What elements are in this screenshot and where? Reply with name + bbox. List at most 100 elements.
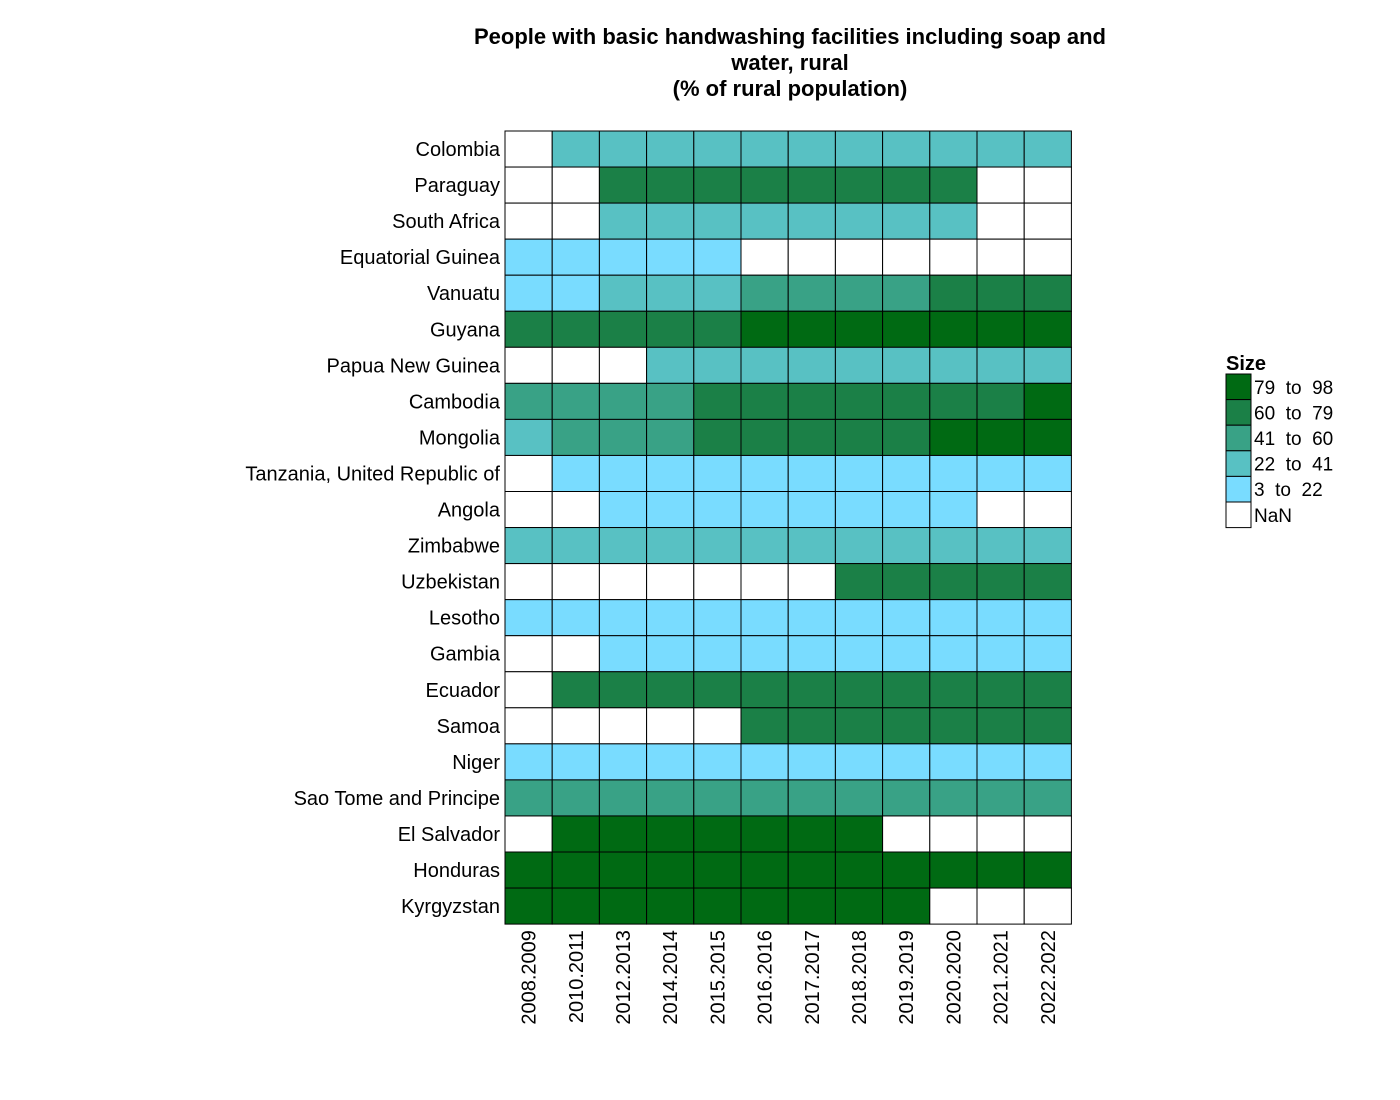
heatmap-cell-niger-2018-2018 [834, 743, 884, 781]
heatmap-cell-kyrgyzstan-2020-2020 [929, 887, 978, 925]
heatmap-cell-paraguay-2015-2015 [693, 166, 742, 204]
heatmap-cell-tanzania-united-republic-of-2020-2020 [929, 454, 978, 493]
y-tick-label-equatorial-guinea: Equatorial Guinea [340, 247, 501, 269]
legend-swatch-41-to-60 [1225, 424, 1252, 452]
heatmap-cell-south-africa-2018-2018 [834, 202, 884, 240]
legend: Size 79 to 98 60 to 79 41 to 60 22 to 41 3 t… [1225, 353, 1333, 529]
heatmap-cell-sao-tome-and-principe-2018-2018 [834, 779, 884, 817]
heatmap-cell-zimbabwe-2010-2011 [551, 527, 600, 565]
heatmap-cell-ecuador-2018-2018 [834, 671, 884, 709]
heatmap-cell-lesotho-2019-2019 [882, 599, 931, 637]
heatmap-cell-equatorial-guinea-2010-2011 [551, 238, 600, 276]
heatmap-cell-gambia-2019-2019 [882, 635, 931, 673]
heatmap-cell-angola-2010-2011 [551, 491, 600, 529]
heatmap-cell-honduras-2014-2014 [646, 851, 695, 889]
heatmap-cell-lesotho-2020-2020 [929, 599, 978, 637]
y-tick-label-vanuatu: Vanuatu [427, 283, 500, 305]
legend-swatch-60-to-79 [1225, 399, 1252, 426]
heatmap-cell-vanuatu-2017-2017 [787, 274, 836, 312]
heatmap-cell-cambodia-2016-2016 [740, 382, 789, 420]
heatmap-cell-vanuatu-2008-2009 [504, 274, 553, 312]
heatmap-cell-gambia-2010-2011 [551, 635, 600, 673]
legend-swatch-nan [1225, 501, 1252, 529]
heatmap-cell-lesotho-2021-2021 [976, 599, 1025, 637]
heatmap-cell-cambodia-2021-2021 [976, 382, 1025, 420]
heatmap-cell-colombia-2017-2017 [787, 130, 836, 168]
chart-title-line-3: (% of rural population) [673, 76, 908, 101]
heatmap-cell-gambia-2018-2018 [834, 635, 884, 673]
heatmap-cell-paraguay-2022-2022 [1023, 166, 1072, 204]
heatmap-cell-zimbabwe-2017-2017 [787, 527, 836, 565]
heatmap-cell-niger-2010-2011 [551, 743, 600, 781]
heatmap-cell-honduras-2012-2013 [598, 851, 648, 889]
heatmap-cell-colombia-2012-2013 [598, 130, 648, 168]
x-tick-label-2008-2009: 2008.2009 [519, 930, 541, 1025]
heatmap-cell-niger-2012-2013 [598, 743, 648, 781]
heatmap-cell-papua-new-guinea-2016-2016 [740, 346, 789, 384]
heatmap-cell-zimbabwe-2016-2016 [740, 527, 789, 565]
heatmap-cell-mongolia-2019-2019 [882, 418, 931, 456]
heatmap-cell-equatorial-guinea-2016-2016 [740, 238, 789, 276]
heatmap-cell-el-salvador-2020-2020 [929, 815, 978, 853]
heatmap-cell-papua-new-guinea-2019-2019 [882, 346, 931, 384]
heatmap-cell-kyrgyzstan-2021-2021 [976, 887, 1025, 925]
heatmap-cell-guyana-2014-2014 [646, 310, 695, 348]
heatmap-cell-ecuador-2012-2013 [598, 671, 648, 709]
heatmap-cell-tanzania-united-republic-of-2017-2017 [787, 454, 836, 493]
heatmap-cell-mongolia-2012-2013 [598, 418, 648, 456]
heatmap-cell-samoa-2016-2016 [740, 707, 789, 745]
heatmap-cell-gambia-2014-2014 [646, 635, 695, 673]
heatmap-cell-sao-tome-and-principe-2014-2014 [646, 779, 695, 817]
heatmap-cell-south-africa-2015-2015 [693, 202, 742, 240]
heatmap-cell-kyrgyzstan-2014-2014 [646, 887, 695, 925]
heatmap-cell-ecuador-2022-2022 [1023, 671, 1072, 709]
heatmap-cell-kyrgyzstan-2008-2009 [504, 887, 553, 925]
heatmap-cell-kyrgyzstan-2012-2013 [598, 887, 648, 925]
heatmap-cell-uzbekistan-2014-2014 [646, 563, 695, 601]
heatmap-cell-samoa-2015-2015 [693, 707, 742, 745]
heatmap-cell-mongolia-2020-2020 [929, 418, 978, 456]
heatmap-cell-el-salvador-2012-2013 [598, 815, 648, 853]
heatmap-cell-colombia-2021-2021 [976, 130, 1025, 168]
heatmap-cell-mongolia-2016-2016 [740, 418, 789, 456]
y-tick-label-cambodia: Cambodia [409, 391, 501, 413]
heatmap-cell-kyrgyzstan-2015-2015 [693, 887, 742, 925]
heatmap-cell-mongolia-2014-2014 [646, 418, 695, 456]
heatmap-cell-el-salvador-2022-2022 [1023, 815, 1072, 853]
heatmap-cell-south-africa-2022-2022 [1023, 202, 1072, 240]
heatmap-cell-guyana-2021-2021 [976, 310, 1025, 348]
heatmap-cell-cambodia-2020-2020 [929, 382, 978, 420]
heatmap-cell-samoa-2014-2014 [646, 707, 695, 745]
heatmap-cell-paraguay-2017-2017 [787, 166, 836, 204]
heatmap-cell-zimbabwe-2018-2018 [834, 527, 884, 565]
heatmap-cell-guyana-2010-2011 [551, 310, 600, 348]
heatmap-cell-samoa-2012-2013 [598, 707, 648, 745]
heatmap-cell-equatorial-guinea-2017-2017 [787, 238, 836, 276]
heatmap-cell-gambia-2020-2020 [929, 635, 978, 673]
heatmap-cell-kyrgyzstan-2016-2016 [740, 887, 789, 925]
chart-title: People with basic handwashing facilities… [474, 24, 1106, 101]
heatmap-cell-colombia-2014-2014 [646, 130, 695, 168]
heatmap-cell-south-africa-2017-2017 [787, 202, 836, 240]
heatmap-cell-tanzania-united-republic-of-2021-2021 [976, 454, 1025, 493]
heatmap-cell-vanuatu-2021-2021 [976, 274, 1025, 312]
heatmap-cell-kyrgyzstan-2010-2011 [551, 887, 600, 925]
heatmap-cell-guyana-2020-2020 [929, 310, 978, 348]
heatmap-cell-vanuatu-2014-2014 [646, 274, 695, 312]
heatmap-cell-papua-new-guinea-2018-2018 [834, 346, 884, 384]
heatmap-cell-sao-tome-and-principe-2021-2021 [976, 779, 1025, 817]
heatmap-cell-south-africa-2020-2020 [929, 202, 978, 240]
heatmap-cell-cambodia-2015-2015 [693, 382, 742, 420]
heatmap-cell-uzbekistan-2021-2021 [976, 563, 1025, 601]
y-tick-label-gambia: Gambia [430, 644, 501, 666]
heatmap-cell-el-salvador-2014-2014 [646, 815, 695, 853]
heatmap-cell-samoa-2017-2017 [787, 707, 836, 745]
heatmap-cell-niger-2017-2017 [787, 743, 836, 781]
heatmap-cell-ecuador-2014-2014 [646, 671, 695, 709]
heatmap-cell-sao-tome-and-principe-2019-2019 [882, 779, 931, 817]
y-tick-label-colombia: Colombia [416, 139, 501, 161]
heatmap-cell-niger-2022-2022 [1023, 743, 1072, 781]
heatmap-cell-lesotho-2016-2016 [740, 599, 789, 637]
chart-title-line-2: water, rural [730, 50, 848, 75]
heatmap-cell-equatorial-guinea-2018-2018 [834, 238, 884, 276]
